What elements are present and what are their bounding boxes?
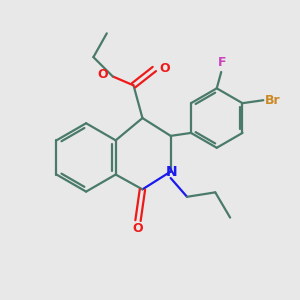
Text: O: O	[160, 62, 170, 75]
Text: N: N	[166, 164, 177, 178]
Text: O: O	[97, 68, 108, 81]
Text: O: O	[133, 222, 143, 236]
Text: F: F	[218, 56, 226, 69]
Text: Br: Br	[265, 94, 280, 107]
